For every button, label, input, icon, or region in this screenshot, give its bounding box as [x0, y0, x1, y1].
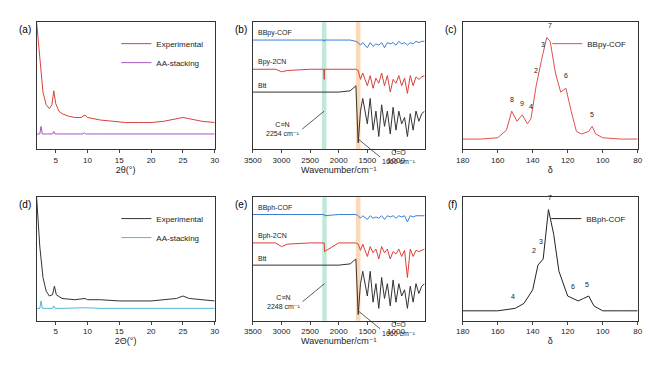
svg-text:100: 100 [596, 327, 610, 336]
svg-text:2000: 2000 [330, 327, 348, 336]
svg-text:2θ(°): 2θ(°) [116, 165, 136, 175]
svg-text:BBph-COF: BBph-COF [258, 204, 292, 212]
svg-text:4: 4 [529, 103, 533, 110]
svg-text:100: 100 [596, 156, 610, 165]
svg-text:1000: 1000 [387, 156, 405, 165]
svg-text:180: 180 [456, 327, 470, 336]
svg-text:Wavenumber/cm⁻¹: Wavenumber/cm⁻¹ [301, 165, 376, 175]
svg-text:BBpy-COF: BBpy-COF [587, 40, 626, 49]
svg-text:25: 25 [178, 156, 187, 165]
svg-text:(c): (c) [445, 24, 457, 35]
svg-text:BBph-COF: BBph-COF [586, 215, 625, 224]
svg-text:6: 6 [564, 72, 568, 79]
svg-text:160: 160 [491, 327, 505, 336]
svg-text:δ: δ [548, 336, 553, 346]
svg-text:3: 3 [539, 238, 543, 245]
svg-text:20: 20 [147, 156, 156, 165]
svg-text:180: 180 [456, 156, 470, 165]
svg-text:15: 15 [115, 327, 124, 336]
svg-text:3500: 3500 [244, 156, 262, 165]
svg-text:30: 30 [210, 327, 219, 336]
svg-text:30: 30 [210, 156, 219, 165]
svg-text:Experimental: Experimental [156, 215, 203, 224]
svg-text:9: 9 [520, 100, 524, 107]
svg-text:2500: 2500 [301, 156, 319, 165]
svg-text:1000: 1000 [387, 327, 405, 336]
svg-text:5: 5 [590, 111, 594, 118]
svg-text:(f): (f) [448, 199, 457, 210]
svg-text:2: 2 [534, 67, 538, 74]
svg-text:1500: 1500 [358, 327, 376, 336]
svg-text:120: 120 [561, 327, 575, 336]
svg-text:δ: δ [548, 165, 553, 175]
svg-text:Bpy-2CN: Bpy-2CN [258, 58, 286, 66]
svg-text:(b): (b) [235, 24, 247, 35]
svg-text:80: 80 [633, 156, 642, 165]
svg-text:160: 160 [491, 156, 505, 165]
svg-text:3000: 3000 [273, 156, 291, 165]
svg-text:Btt: Btt [258, 255, 267, 262]
svg-text:2Θ(°): 2Θ(°) [115, 336, 137, 346]
svg-text:(d): (d) [19, 199, 31, 210]
svg-text:6: 6 [571, 283, 575, 290]
svg-text:5: 5 [53, 156, 58, 165]
svg-text:2000: 2000 [330, 156, 348, 165]
svg-text:7: 7 [548, 22, 552, 29]
svg-text:120: 120 [561, 156, 575, 165]
svg-text:80: 80 [633, 327, 642, 336]
svg-text:(e): (e) [235, 199, 247, 210]
svg-text:BBpy-COF: BBpy-COF [258, 29, 292, 37]
svg-text:140: 140 [526, 327, 540, 336]
svg-text:5: 5 [53, 327, 58, 336]
svg-text:Experimental: Experimental [156, 40, 203, 49]
svg-text:1500: 1500 [358, 156, 376, 165]
svg-text:AA-stacking: AA-stacking [156, 234, 199, 243]
svg-text:C=O1660 cm⁻¹: C=O1660 cm⁻¹ [382, 321, 416, 337]
svg-text:20: 20 [147, 327, 156, 336]
svg-text:Wavenumber/cm⁻¹: Wavenumber/cm⁻¹ [301, 336, 376, 346]
svg-text:8: 8 [510, 96, 514, 103]
svg-text:3000: 3000 [273, 327, 291, 336]
svg-text:C≡N2248 cm⁻¹: C≡N2248 cm⁻¹ [267, 294, 301, 310]
svg-text:C≡N2254 cm⁻¹: C≡N2254 cm⁻¹ [266, 121, 300, 137]
svg-text:Bph-2CN: Bph-2CN [258, 232, 287, 240]
svg-text:7: 7 [548, 194, 552, 201]
svg-text:C=O1660 cm⁻¹: C=O1660 cm⁻¹ [382, 149, 416, 165]
svg-text:10: 10 [83, 327, 92, 336]
svg-text:3500: 3500 [244, 327, 262, 336]
svg-text:AA-stacking: AA-stacking [156, 59, 199, 68]
svg-text:4: 4 [511, 293, 515, 300]
svg-text:2500: 2500 [301, 327, 319, 336]
svg-text:140: 140 [526, 156, 540, 165]
svg-text:15: 15 [115, 156, 124, 165]
svg-text:25: 25 [178, 327, 187, 336]
svg-text:5: 5 [585, 281, 589, 288]
svg-text:2: 2 [532, 247, 536, 254]
svg-text:10: 10 [83, 156, 92, 165]
svg-text:3: 3 [541, 41, 545, 48]
svg-text:Btt: Btt [258, 82, 267, 89]
svg-text:(a): (a) [19, 24, 31, 35]
